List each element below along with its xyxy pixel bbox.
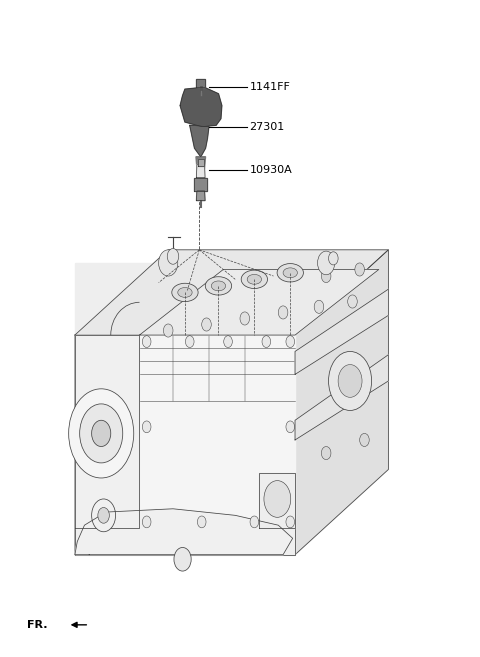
Circle shape	[314, 300, 324, 313]
Circle shape	[98, 507, 109, 523]
Circle shape	[322, 447, 331, 460]
Ellipse shape	[247, 275, 262, 284]
Polygon shape	[196, 191, 205, 200]
Circle shape	[143, 336, 151, 348]
Polygon shape	[140, 269, 379, 335]
Ellipse shape	[283, 268, 298, 278]
Ellipse shape	[211, 281, 226, 291]
Circle shape	[224, 336, 232, 348]
Ellipse shape	[205, 277, 232, 295]
Circle shape	[286, 421, 295, 433]
Text: FR.: FR.	[27, 620, 48, 630]
Circle shape	[240, 312, 250, 325]
Circle shape	[278, 306, 288, 319]
Circle shape	[80, 404, 123, 463]
Polygon shape	[194, 177, 207, 191]
Text: 1141FF: 1141FF	[250, 82, 290, 92]
Polygon shape	[75, 528, 295, 555]
Polygon shape	[295, 250, 388, 555]
Circle shape	[262, 336, 271, 348]
Circle shape	[167, 248, 179, 264]
Polygon shape	[295, 355, 388, 440]
Polygon shape	[259, 473, 295, 528]
Polygon shape	[198, 160, 204, 166]
Circle shape	[286, 516, 295, 528]
Ellipse shape	[277, 263, 303, 282]
Polygon shape	[75, 335, 140, 528]
Polygon shape	[196, 157, 205, 168]
Circle shape	[92, 499, 116, 532]
Polygon shape	[295, 289, 388, 374]
Circle shape	[92, 420, 111, 447]
Circle shape	[328, 252, 338, 265]
Circle shape	[322, 269, 331, 283]
Circle shape	[197, 516, 206, 528]
Circle shape	[158, 250, 178, 276]
Ellipse shape	[178, 288, 192, 298]
Circle shape	[355, 263, 364, 276]
Circle shape	[286, 336, 295, 348]
Polygon shape	[75, 250, 388, 335]
Circle shape	[348, 295, 357, 308]
Polygon shape	[140, 335, 295, 528]
Polygon shape	[75, 283, 295, 555]
Polygon shape	[196, 165, 205, 177]
Circle shape	[264, 481, 291, 517]
Circle shape	[318, 251, 335, 275]
Circle shape	[163, 324, 173, 337]
Circle shape	[143, 516, 151, 528]
Ellipse shape	[172, 283, 198, 302]
Polygon shape	[190, 125, 209, 157]
Text: 27301: 27301	[250, 122, 285, 131]
Polygon shape	[180, 87, 222, 127]
Circle shape	[360, 434, 369, 447]
Circle shape	[250, 516, 259, 528]
Polygon shape	[75, 263, 362, 335]
Circle shape	[143, 421, 151, 433]
Circle shape	[69, 389, 134, 478]
Ellipse shape	[241, 270, 267, 288]
Polygon shape	[75, 509, 293, 555]
Polygon shape	[196, 79, 205, 87]
Text: 10930A: 10930A	[250, 165, 292, 175]
Circle shape	[185, 336, 194, 348]
Circle shape	[338, 365, 362, 397]
Circle shape	[328, 351, 372, 411]
Circle shape	[202, 318, 211, 331]
Circle shape	[174, 547, 191, 571]
